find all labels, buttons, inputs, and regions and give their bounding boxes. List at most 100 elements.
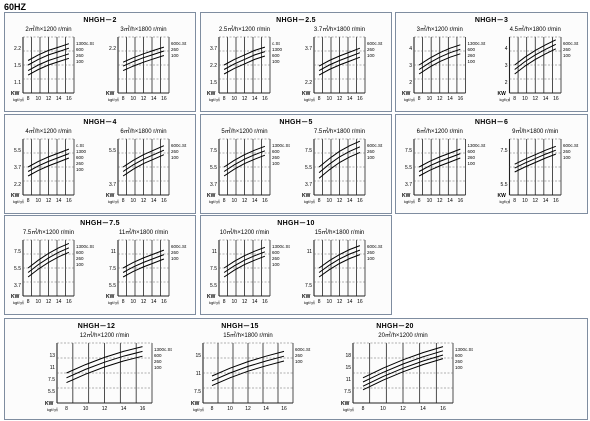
y-tick-label: 2 xyxy=(409,80,412,86)
kw-axis-label: KW xyxy=(11,294,20,300)
kw-axis-label: KW xyxy=(207,193,216,199)
y-tick-label: 5.5 xyxy=(210,165,217,171)
y-tick-label: 7.5 xyxy=(501,148,508,154)
y-tick-label: 2.2 xyxy=(305,80,312,86)
pressure-axis-label: kgf/㎠ xyxy=(47,406,57,412)
x-tick-label: 10 xyxy=(327,198,333,204)
series-line xyxy=(223,150,266,172)
series-line xyxy=(27,153,70,172)
series-line xyxy=(27,251,70,278)
series-label: 600 xyxy=(272,250,280,255)
series-line xyxy=(223,251,266,273)
x-tick-label: 10 xyxy=(36,96,42,102)
x-tick-label: 14 xyxy=(347,198,353,204)
series-label: 1300c.St xyxy=(272,244,291,249)
series-label: 260 xyxy=(367,47,375,52)
x-tick-label: 16 xyxy=(262,299,268,305)
series-label: 1300c.St xyxy=(272,143,291,148)
series-label: 1300c.St xyxy=(455,347,474,352)
chart-subtitle: 4.5㎥/h×1800 r/min xyxy=(510,25,561,33)
panel-title: NHGH－2 xyxy=(83,17,117,24)
series-line xyxy=(318,146,361,173)
x-tick-label: 14 xyxy=(347,299,353,305)
series-label: 600c.St xyxy=(367,41,383,46)
chart-subtitle: 6㎥/h×1200 r/min xyxy=(417,127,463,135)
series-label: c.St xyxy=(272,41,281,46)
x-tick-label: 8 xyxy=(418,96,421,102)
x-tick-label: 12 xyxy=(242,198,248,204)
panel-title: NHGH－5 xyxy=(279,119,313,126)
y-tick-label: 2.2 xyxy=(109,46,116,52)
y-tick-label: 1.5 xyxy=(14,63,21,69)
y-tick-label: 5.5 xyxy=(405,165,412,171)
y-tick-label: 3.7 xyxy=(305,46,312,52)
panel-title: NHGH－20 xyxy=(376,323,414,330)
pressure-axis-label: kgf/㎠ xyxy=(500,96,510,102)
x-tick-label: 8 xyxy=(27,96,30,102)
series-label: 600c.St xyxy=(171,143,187,148)
y-tick-label: 2.2 xyxy=(14,182,21,188)
x-tick-label: 12 xyxy=(245,406,251,412)
x-tick-label: 8 xyxy=(223,299,226,305)
series-line xyxy=(418,153,461,172)
series-label: 100 xyxy=(272,262,280,267)
x-tick-label: 8 xyxy=(223,198,226,204)
x-tick-label: 16 xyxy=(262,96,268,102)
x-tick-label: 8 xyxy=(513,96,516,102)
x-tick-label: 12 xyxy=(141,299,147,305)
y-tick-label: 4 xyxy=(505,46,508,52)
pressure-axis-label: kgf/㎠ xyxy=(13,299,23,305)
kw-axis-label: KW xyxy=(207,294,216,300)
y-tick-label: 5.5 xyxy=(501,182,508,188)
series-line xyxy=(122,50,165,67)
x-tick-label: 10 xyxy=(36,198,42,204)
pressure-axis-label: kgf/㎠ xyxy=(209,299,219,305)
x-tick-label: 12 xyxy=(532,96,538,102)
pressure-axis-label: kgf/㎠ xyxy=(108,198,118,204)
series-label: 100 xyxy=(468,59,476,64)
x-tick-label: 14 xyxy=(151,299,157,305)
series-line xyxy=(223,51,266,70)
series-line xyxy=(27,43,70,61)
x-tick-label: 16 xyxy=(281,406,287,412)
x-tick-label: 12 xyxy=(46,96,52,102)
series-label: 600 xyxy=(76,47,84,52)
x-tick-label: 8 xyxy=(513,198,516,204)
x-tick-label: 8 xyxy=(318,299,321,305)
panel-title: NHGH－12 xyxy=(77,323,116,330)
series-label: 100 xyxy=(76,262,84,267)
kw-axis-label: KW xyxy=(402,193,411,199)
series-label: 600 xyxy=(468,149,476,154)
y-tick-label: 4 xyxy=(409,46,412,52)
series-line xyxy=(27,47,70,66)
x-tick-label: 8 xyxy=(318,198,321,204)
series-label: 100 xyxy=(563,53,571,58)
series-line xyxy=(122,254,165,273)
series-line xyxy=(362,346,444,379)
series-line xyxy=(318,47,361,67)
series-label: 100 xyxy=(367,256,375,261)
series-line xyxy=(418,157,461,177)
series-line xyxy=(318,140,361,168)
x-tick-label: 8 xyxy=(65,406,68,412)
series-line xyxy=(66,346,143,374)
series-line xyxy=(27,53,70,72)
kw-axis-label: KW xyxy=(207,91,216,97)
panel-title: NHGH－6 xyxy=(474,119,509,126)
kw-axis-label: KW xyxy=(302,193,311,199)
y-tick-label: 11 xyxy=(196,371,201,377)
x-tick-label: 8 xyxy=(27,299,30,305)
x-tick-label: 10 xyxy=(427,96,433,102)
y-tick-label: 3.7 xyxy=(210,46,217,52)
y-tick-label: 3.7 xyxy=(109,182,116,188)
y-tick-label: 5.5 xyxy=(14,266,21,272)
y-tick-label: 2.2 xyxy=(210,63,217,69)
kw-axis-label: KW xyxy=(106,294,115,300)
kw-axis-label: KW xyxy=(11,91,20,97)
series-line xyxy=(223,255,266,278)
panel-nhgh25: NHGH－2.5 2.5㎥/h×1200 r/min 3.7 2.2 1.5 8 10 12 1… xyxy=(200,12,392,112)
y-tick-label: 2.2 xyxy=(14,46,21,52)
y-tick-label: 5.5 xyxy=(109,148,116,154)
series-label: 260 xyxy=(171,250,179,255)
